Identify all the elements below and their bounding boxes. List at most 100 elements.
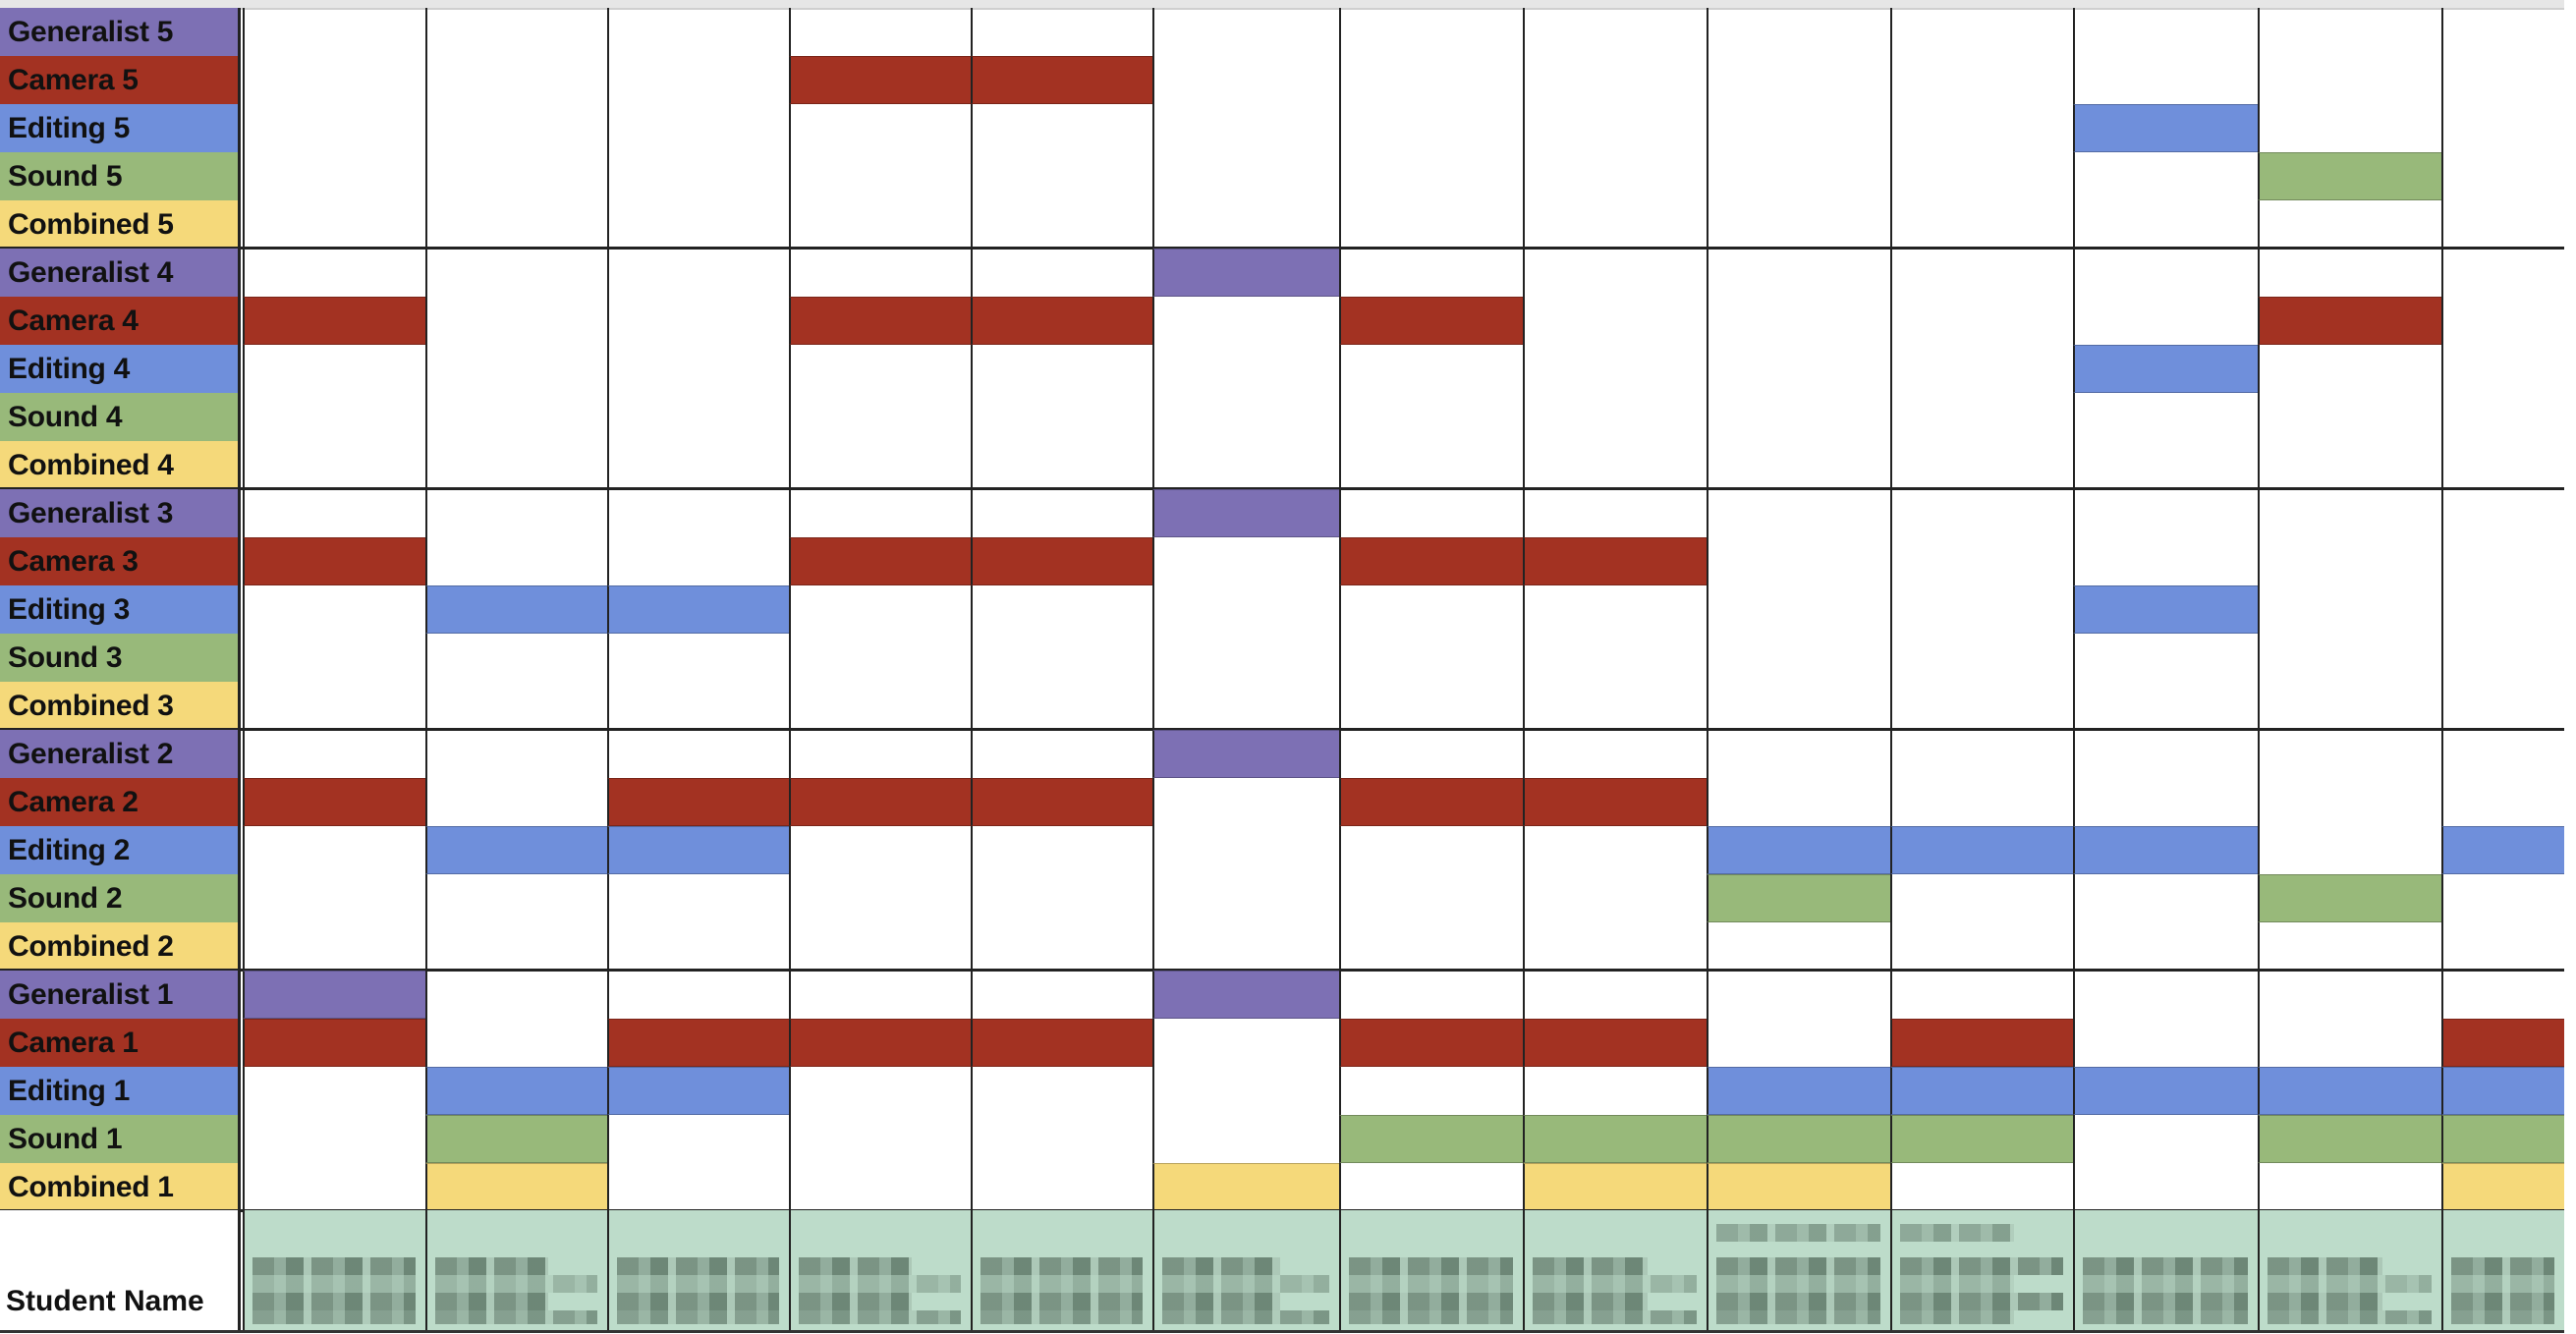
filled-cell[interactable] xyxy=(243,297,425,345)
empty-cell[interactable] xyxy=(1890,1163,2073,1211)
empty-cell[interactable] xyxy=(789,874,971,922)
empty-cell[interactable] xyxy=(425,56,607,104)
filled-cell[interactable] xyxy=(789,1019,971,1067)
filled-cell[interactable] xyxy=(1707,1163,1890,1211)
empty-cell[interactable] xyxy=(1707,634,1890,682)
row-label[interactable]: Sound 1 xyxy=(0,1115,241,1163)
empty-cell[interactable] xyxy=(425,634,607,682)
row-label[interactable]: Generalist 3 xyxy=(0,489,241,537)
empty-cell[interactable] xyxy=(1707,537,1890,585)
empty-cell[interactable] xyxy=(1707,297,1890,345)
empty-cell[interactable] xyxy=(425,971,607,1019)
empty-cell[interactable] xyxy=(1523,682,1707,730)
filled-cell[interactable] xyxy=(2441,1067,2564,1115)
student-name-cell[interactable] xyxy=(1523,1210,1707,1330)
empty-cell[interactable] xyxy=(425,1019,607,1067)
empty-cell[interactable] xyxy=(243,874,425,922)
empty-cell[interactable] xyxy=(607,104,789,152)
empty-cell[interactable] xyxy=(607,152,789,200)
empty-cell[interactable] xyxy=(2441,778,2564,826)
empty-cell[interactable] xyxy=(1890,874,2073,922)
empty-cell[interactable] xyxy=(1152,393,1339,441)
empty-cell[interactable] xyxy=(425,441,607,489)
empty-cell[interactable] xyxy=(1523,56,1707,104)
empty-cell[interactable] xyxy=(607,1163,789,1211)
empty-cell[interactable] xyxy=(2073,441,2258,489)
empty-cell[interactable] xyxy=(2258,200,2441,249)
empty-cell[interactable] xyxy=(243,345,425,393)
empty-cell[interactable] xyxy=(2441,345,2564,393)
empty-cell[interactable] xyxy=(1152,1067,1339,1115)
empty-cell[interactable] xyxy=(789,971,971,1019)
student-name-cell[interactable] xyxy=(2441,1210,2564,1330)
empty-cell[interactable] xyxy=(2441,634,2564,682)
empty-cell[interactable] xyxy=(1523,634,1707,682)
empty-cell[interactable] xyxy=(971,585,1152,634)
empty-cell[interactable] xyxy=(1339,1067,1523,1115)
filled-cell[interactable] xyxy=(243,537,425,585)
empty-cell[interactable] xyxy=(1339,634,1523,682)
filled-cell[interactable] xyxy=(2073,826,2258,874)
empty-cell[interactable] xyxy=(1707,104,1890,152)
empty-cell[interactable] xyxy=(243,634,425,682)
empty-cell[interactable] xyxy=(1707,682,1890,730)
empty-cell[interactable] xyxy=(1523,971,1707,1019)
empty-cell[interactable] xyxy=(1890,441,2073,489)
row-label[interactable]: Editing 3 xyxy=(0,585,241,634)
filled-cell[interactable] xyxy=(1523,1115,1707,1163)
empty-cell[interactable] xyxy=(1707,489,1890,537)
empty-cell[interactable] xyxy=(243,441,425,489)
filled-cell[interactable] xyxy=(789,778,971,826)
empty-cell[interactable] xyxy=(971,1067,1152,1115)
filled-cell[interactable] xyxy=(1707,1067,1890,1115)
filled-cell[interactable] xyxy=(607,826,789,874)
row-label[interactable]: Sound 2 xyxy=(0,874,241,922)
empty-cell[interactable] xyxy=(2073,874,2258,922)
empty-cell[interactable] xyxy=(789,826,971,874)
empty-cell[interactable] xyxy=(2441,874,2564,922)
empty-cell[interactable] xyxy=(1523,489,1707,537)
filled-cell[interactable] xyxy=(1339,778,1523,826)
filled-cell[interactable] xyxy=(1152,1163,1339,1211)
empty-cell[interactable] xyxy=(1890,200,2073,249)
empty-cell[interactable] xyxy=(1523,441,1707,489)
empty-cell[interactable] xyxy=(425,874,607,922)
empty-cell[interactable] xyxy=(971,104,1152,152)
student-name-cell[interactable] xyxy=(607,1210,789,1330)
empty-cell[interactable] xyxy=(971,682,1152,730)
empty-cell[interactable] xyxy=(243,152,425,200)
empty-cell[interactable] xyxy=(2441,682,2564,730)
filled-cell[interactable] xyxy=(2073,585,2258,634)
empty-cell[interactable] xyxy=(2073,634,2258,682)
empty-cell[interactable] xyxy=(607,634,789,682)
empty-cell[interactable] xyxy=(1339,1163,1523,1211)
empty-cell[interactable] xyxy=(243,682,425,730)
filled-cell[interactable] xyxy=(243,971,425,1019)
empty-cell[interactable] xyxy=(1890,585,2073,634)
empty-cell[interactable] xyxy=(1890,971,2073,1019)
empty-cell[interactable] xyxy=(1152,778,1339,826)
row-label[interactable]: Camera 3 xyxy=(0,537,241,585)
empty-cell[interactable] xyxy=(1707,345,1890,393)
empty-cell[interactable] xyxy=(971,489,1152,537)
empty-cell[interactable] xyxy=(425,104,607,152)
empty-cell[interactable] xyxy=(1339,393,1523,441)
empty-cell[interactable] xyxy=(2073,1019,2258,1067)
filled-cell[interactable] xyxy=(1707,826,1890,874)
filled-cell[interactable] xyxy=(425,1067,607,1115)
empty-cell[interactable] xyxy=(1339,8,1523,56)
empty-cell[interactable] xyxy=(1339,922,1523,971)
empty-cell[interactable] xyxy=(971,826,1152,874)
empty-cell[interactable] xyxy=(1890,634,2073,682)
empty-cell[interactable] xyxy=(1523,393,1707,441)
empty-cell[interactable] xyxy=(1707,200,1890,249)
row-label[interactable]: Combined 2 xyxy=(0,922,241,971)
empty-cell[interactable] xyxy=(243,585,425,634)
filled-cell[interactable] xyxy=(425,1115,607,1163)
row-label[interactable]: Camera 2 xyxy=(0,778,241,826)
empty-cell[interactable] xyxy=(1707,441,1890,489)
filled-cell[interactable] xyxy=(2258,297,2441,345)
row-label[interactable]: Sound 4 xyxy=(0,393,241,441)
filled-cell[interactable] xyxy=(1523,1163,1707,1211)
empty-cell[interactable] xyxy=(2441,730,2564,778)
